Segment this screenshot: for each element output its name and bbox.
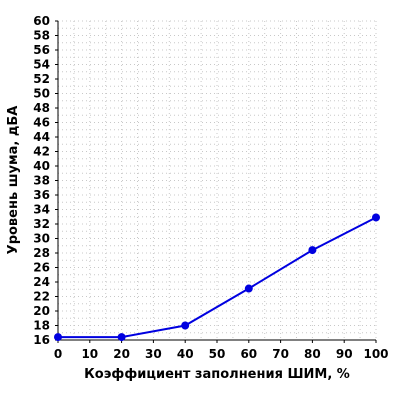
y-tick-label: 60 [33, 14, 50, 28]
y-tick-label: 24 [33, 275, 50, 289]
data-point [308, 246, 317, 255]
x-tick-label: 70 [272, 347, 289, 361]
y-tick-label: 34 [33, 203, 50, 217]
x-tick-label: 100 [363, 347, 388, 361]
y-tick-label: 40 [33, 159, 50, 173]
y-tick-label: 28 [33, 246, 50, 260]
y-tick-label: 26 [33, 261, 50, 275]
x-tick-label: 30 [145, 347, 162, 361]
data-point [181, 321, 190, 330]
y-axis-label: Уровень шума, дБА [6, 106, 21, 255]
y-tick-label: 18 [33, 319, 50, 333]
x-tick-label: 80 [304, 347, 321, 361]
y-tick-label: 38 [33, 174, 50, 188]
data-point [372, 213, 380, 222]
x-tick-label: 60 [240, 347, 257, 361]
plot-area [58, 21, 376, 340]
x-tick-label: 10 [81, 347, 98, 361]
y-tick-label: 46 [33, 116, 50, 130]
x-tick-label: 40 [177, 347, 194, 361]
y-tick-label: 32 [33, 217, 50, 231]
y-tick-label: 16 [33, 333, 50, 347]
grid [57, 20, 377, 341]
data-point [244, 284, 253, 293]
y-tick-label: 42 [33, 145, 50, 159]
y-tick-label: 52 [33, 72, 50, 86]
data-point [117, 333, 126, 342]
y-tick-label: 50 [33, 87, 50, 101]
y-tick-label: 22 [33, 290, 50, 304]
x-axis-label: Коэффициент заполнения ШИМ, % [84, 367, 350, 382]
y-tick-label: 54 [33, 58, 50, 72]
series [54, 213, 380, 342]
x-tick-label: 20 [113, 347, 130, 361]
y-tick-label: 36 [33, 188, 50, 202]
y-tick-label: 20 [33, 304, 50, 318]
y-tick-label: 58 [33, 29, 50, 43]
data-point [54, 333, 62, 342]
y-tick-label: 44 [33, 130, 50, 144]
x-tick-label: 90 [336, 347, 353, 361]
y-axis-ticks: 1618202224262830323436384042444648505254… [33, 14, 58, 347]
series-line [58, 216, 377, 339]
y-tick-label: 30 [33, 232, 50, 246]
y-tick-label: 56 [33, 43, 50, 57]
x-tick-label: 50 [209, 347, 226, 361]
y-tick-label: 48 [33, 101, 50, 115]
x-tick-label: 0 [54, 347, 62, 361]
x-axis-ticks: 0 10 20 30 40 50 60 70 80 90 100 [54, 340, 389, 361]
